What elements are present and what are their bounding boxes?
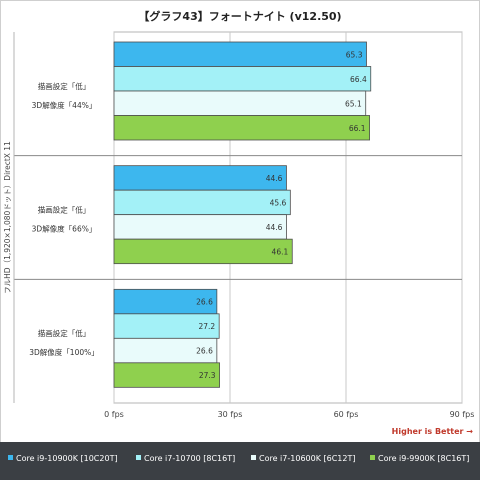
legend: Core i9-10900K [10C20T] Core i7-10700 [8…	[0, 442, 480, 480]
group-label: 描画設定「低」	[38, 328, 91, 338]
x-tick-label: 90 fps	[450, 410, 475, 419]
data-label: 66.4	[350, 75, 367, 84]
bar	[113, 337, 218, 364]
bar-chart: 0 fps 30 fps 60 fps 90 fps フルHD（1,920×1,080ド…	[3, 31, 475, 419]
x-tick-label: 60 fps	[334, 410, 359, 419]
data-label: 46.1	[272, 247, 289, 256]
legend-swatch	[251, 455, 256, 460]
x-tick-label: 30 fps	[218, 410, 243, 419]
legend-swatch	[370, 455, 375, 460]
bar	[113, 41, 367, 67]
legend-label: Core i7-10600K [6C12T]	[259, 454, 356, 463]
data-label: 65.1	[345, 99, 362, 108]
bar	[113, 165, 287, 191]
bar	[113, 214, 287, 240]
legend-swatch	[136, 455, 141, 460]
legend-label: Core i7-10700 [8C16T]	[144, 454, 236, 463]
y-axis-title: フルHD（1,920×1,080ドット）DirectX 11	[3, 141, 12, 294]
legend-label: Core i9-10900K [10C20T]	[16, 454, 118, 463]
data-label: 65.3	[346, 50, 363, 59]
bar	[113, 288, 218, 315]
group-label: 3D解像度「100%」	[29, 347, 99, 357]
group-label: 描画設定「低」	[38, 205, 91, 215]
data-label: 26.6	[196, 347, 213, 356]
legend-swatch	[8, 455, 13, 460]
bar	[113, 66, 372, 92]
data-label: 27.3	[199, 371, 216, 380]
bar	[113, 238, 293, 265]
data-label: 44.6	[266, 223, 283, 232]
data-label: 66.1	[349, 124, 366, 133]
group-label: 3D解像度「44%」	[32, 100, 97, 110]
higher-is-better-note: Higher is Better →	[391, 427, 473, 436]
bar	[113, 90, 367, 116]
legend-item: Core i9-9900K [8C16T]	[370, 454, 469, 463]
group-label: 描画設定「低」	[38, 81, 91, 91]
chart-title: 【グラフ43】フォートナイト (v12.50)	[138, 10, 342, 23]
legend-item: Core i7-10600K [6C12T]	[251, 454, 355, 463]
bar	[113, 189, 291, 216]
bar	[113, 115, 370, 141]
data-label: 45.6	[270, 198, 287, 207]
data-label: 44.6	[266, 174, 283, 183]
x-tick-label: 0 fps	[104, 410, 124, 419]
bar	[113, 362, 220, 388]
legend-item: Core i7-10700 [8C16T]	[136, 454, 235, 463]
data-label: 26.6	[196, 298, 213, 307]
group-label: 3D解像度「66%」	[32, 224, 97, 234]
legend-item: Core i9-10900K [10C20T]	[8, 454, 118, 463]
legend-label: Core i9-9900K [8C16T]	[378, 454, 470, 463]
data-label: 27.2	[198, 322, 215, 331]
